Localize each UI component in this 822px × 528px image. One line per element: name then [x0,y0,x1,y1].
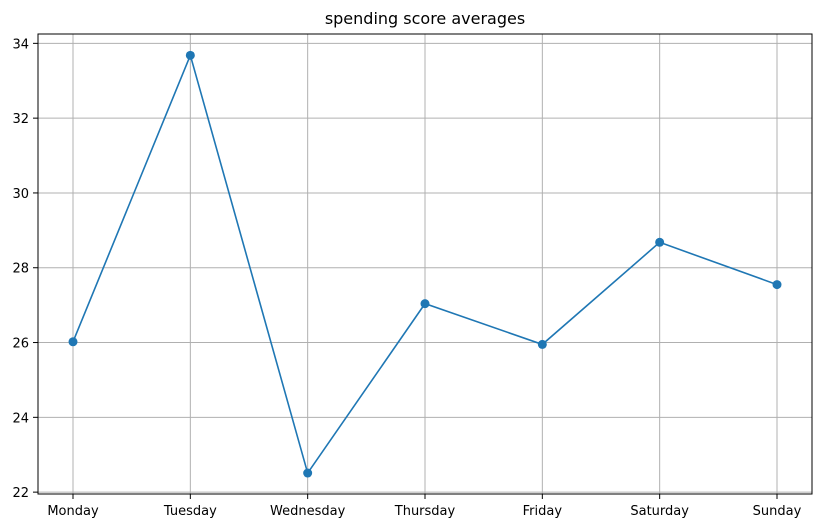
series-layer [68,50,782,478]
x-tick-label: Monday [47,504,99,519]
x-tick-label: Wednesday [270,504,346,519]
y-tick-label: 26 [12,337,29,352]
x-tick-label: Saturday [630,504,689,519]
data-point-wednesday [303,468,313,478]
chart-title: spending score averages [325,9,525,28]
y-tick-label: 32 [12,112,29,127]
y-axis-tick-labels: 22 24 26 28 30 32 34 [12,37,29,501]
y-tick-label: 28 [12,262,29,277]
x-tick-label: Tuesday [163,504,217,519]
y-tick-label: 34 [12,37,29,52]
data-point-sunday [772,280,782,290]
y-tick-label: 30 [12,187,29,202]
data-point-saturday [655,237,665,247]
axis-ticks [33,42,778,499]
x-tick-label: Thursday [394,504,456,519]
x-axis-tick-labels: Monday Tuesday Wednesday Thursday Friday Satu… [47,504,801,519]
data-point-monday [68,337,78,347]
x-tick-label: Friday [523,504,563,519]
x-tick-label: Sunday [753,504,802,519]
data-point-thursday [420,299,430,309]
grid-lines [38,34,812,494]
data-point-friday [537,339,547,349]
y-tick-label: 22 [12,486,29,501]
data-point-tuesday [185,50,195,60]
y-tick-label: 24 [12,411,29,426]
